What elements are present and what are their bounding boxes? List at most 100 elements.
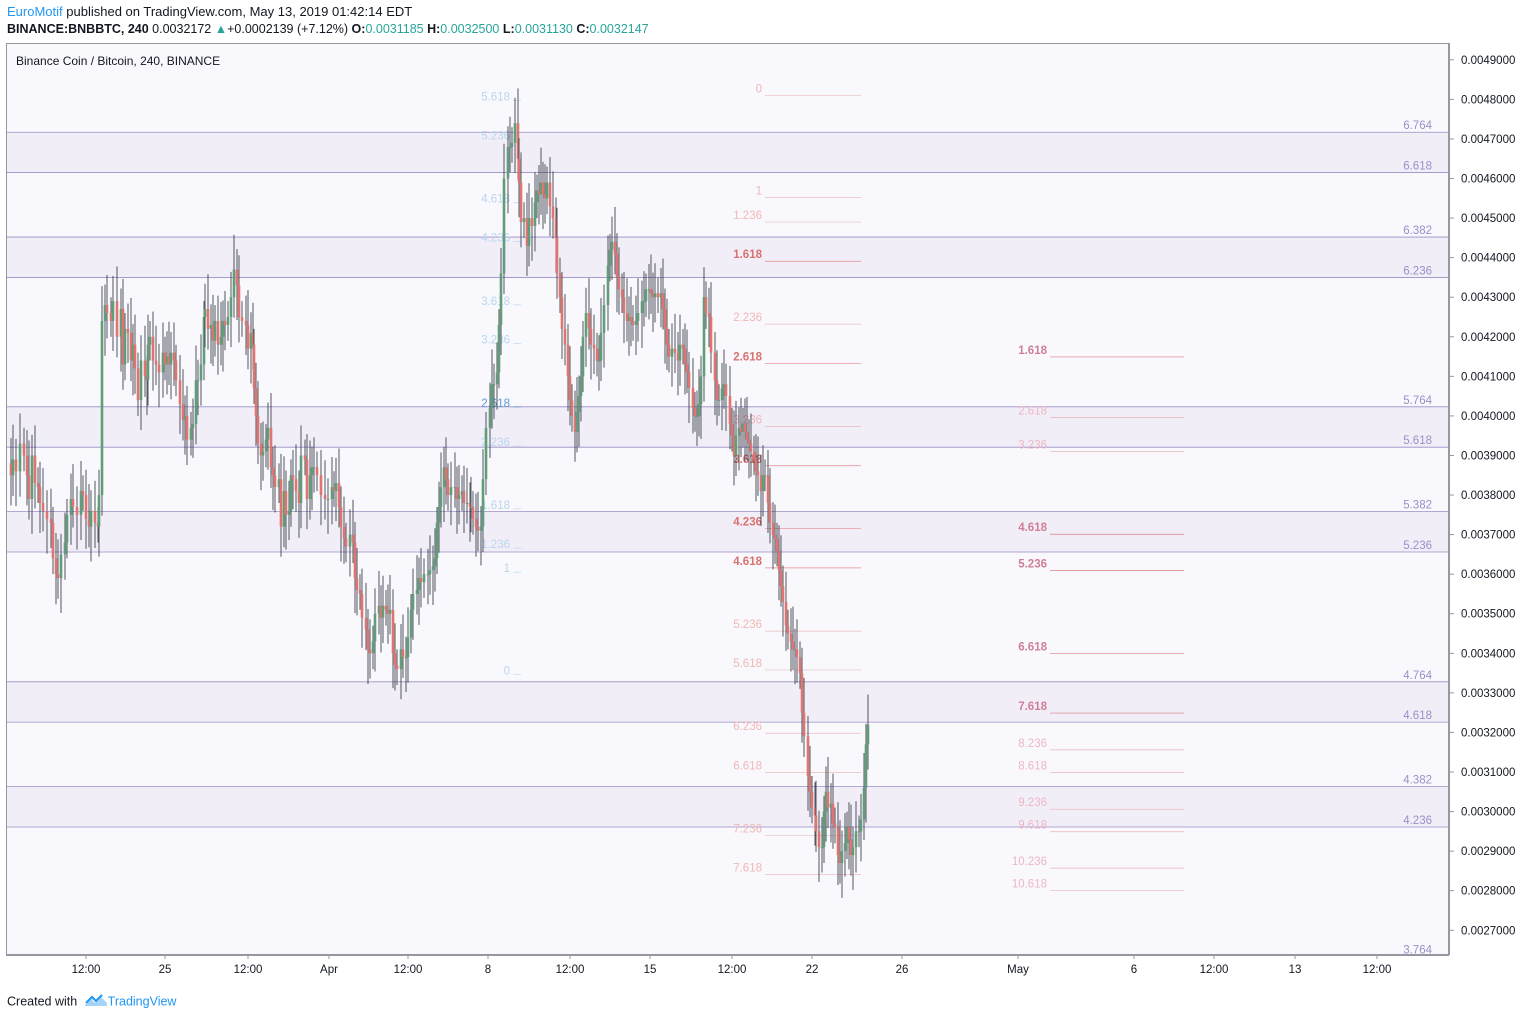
candle-down: [303, 455, 307, 460]
candle-down: [768, 502, 772, 523]
candle-up: [183, 415, 187, 420]
candle-up: [433, 558, 437, 567]
time-tick-label: Apr: [320, 964, 338, 976]
candle-down: [589, 328, 593, 345]
candle-down: [379, 605, 383, 618]
candle-down: [462, 491, 466, 503]
candle-up: [659, 293, 663, 298]
candle-up: [864, 744, 868, 788]
candle-down: [651, 293, 655, 298]
candle-down: [813, 807, 817, 816]
price-tick-label: 0.0035000: [1461, 609, 1515, 621]
fib-label-purple: 6.382: [1403, 225, 1432, 237]
candle-up: [854, 831, 858, 848]
candle-down: [235, 269, 239, 286]
candle-down: [136, 368, 140, 401]
candle-up: [793, 649, 797, 651]
close-value: 0.0032147: [589, 22, 649, 36]
candle-down: [332, 487, 336, 492]
candle-down: [631, 320, 635, 325]
candle-down: [129, 332, 133, 361]
candle-down: [339, 506, 343, 527]
price-axis-svg[interactable]: 0.0049000 0.0048000 0.0047000 0.0046000 0.00…: [1449, 43, 1526, 955]
candle-up: [194, 380, 198, 424]
candle-down: [36, 483, 40, 488]
candle-up: [737, 427, 741, 436]
candle-up: [189, 427, 193, 440]
fib-label-red2: 8.618: [1018, 760, 1047, 772]
candle-up: [539, 182, 543, 195]
candle-down: [525, 218, 529, 246]
candle-down: [817, 831, 821, 848]
candle-up: [428, 570, 432, 575]
price-tick-label: 0.0043000: [1461, 292, 1515, 304]
candle-up: [213, 320, 217, 341]
candle-up: [249, 332, 253, 349]
candle-up: [859, 819, 863, 832]
fib-label-blue: 5.618: [481, 92, 510, 104]
candle-up: [148, 336, 152, 345]
candle-up: [100, 320, 104, 496]
fib-label-red2: 10.236: [1012, 856, 1047, 868]
candle-down: [784, 601, 788, 626]
candle-down: [537, 190, 541, 195]
candle-up: [165, 356, 169, 365]
candle-down: [693, 408, 697, 416]
candle-up: [843, 843, 847, 852]
candle-down: [709, 317, 713, 353]
fib-label-blue: 0: [504, 665, 510, 677]
price-tick-label: 0.0032000: [1461, 727, 1515, 739]
time-axis-svg[interactable]: 12:00 25 12:00 Apr 12:00 8 12:00 15 12:00 22 26 May…: [6, 955, 1449, 983]
candle-up: [330, 487, 334, 499]
fib-label-red: 3.236: [733, 415, 762, 427]
fib-label-red2: 1.618: [1018, 345, 1047, 357]
author-link[interactable]: EuroMotif: [7, 4, 63, 19]
candle-up: [497, 324, 501, 373]
price-tick-label: 0.0048000: [1461, 94, 1515, 106]
fib-label-blue: 4.618: [481, 194, 510, 206]
candle-down: [826, 791, 830, 808]
price-axis[interactable]: 0.0049000 0.0048000 0.0047000 0.0046000 0.00…: [1449, 43, 1526, 955]
candle-up: [513, 123, 517, 143]
candle-down: [519, 182, 523, 223]
candle-down: [713, 352, 717, 381]
candle-down: [474, 518, 478, 527]
price-change: +0.0002139 (+7.12%): [227, 22, 349, 36]
candle-down: [71, 499, 75, 507]
candle-up: [763, 475, 767, 477]
chart-plot-area[interactable]: 6.764 6.618 6.382 6.236 5.764 5.618 5.382 5.236…: [6, 43, 1449, 956]
candle-down: [353, 542, 357, 579]
time-tick-label: 13: [1289, 964, 1302, 976]
candle-up: [449, 487, 453, 496]
candle-down: [446, 479, 450, 496]
price-tick-label: 0.0045000: [1461, 213, 1515, 225]
candle-down: [393, 653, 397, 666]
candle-up: [439, 487, 443, 507]
candle-down: [687, 372, 691, 389]
candle-up: [196, 380, 200, 382]
fib-label-red2: 3.236: [1018, 440, 1047, 452]
fib-label-red: 5.618: [733, 658, 762, 670]
time-axis[interactable]: 12:00 25 12:00 Apr 12:00 8 12:00 15 12:00 22 26 May…: [6, 955, 1449, 983]
candle-up: [699, 376, 703, 405]
candle-down: [284, 491, 288, 515]
candle-down: [22, 443, 26, 456]
tradingview-brand-link[interactable]: TradingView: [107, 994, 177, 1009]
candle-down: [297, 491, 301, 503]
candle-up: [820, 847, 824, 849]
candle-up: [492, 384, 496, 386]
candle-down: [49, 518, 53, 523]
candle-down: [573, 415, 577, 432]
fib-label-red2: 8.236: [1018, 738, 1047, 750]
candle-down: [683, 348, 687, 365]
candle-down: [395, 665, 399, 670]
candle-up: [488, 408, 492, 428]
candle-down: [223, 320, 227, 325]
candle-up: [490, 384, 494, 408]
candle-up: [415, 590, 419, 594]
candle-up: [191, 423, 195, 428]
candle-up: [312, 467, 316, 469]
candle-down: [691, 388, 695, 408]
chart-svg[interactable]: 6.764 6.618 6.382 6.236 5.764 5.618 5.382 5.236…: [7, 44, 1448, 956]
candle-up: [636, 313, 640, 321]
